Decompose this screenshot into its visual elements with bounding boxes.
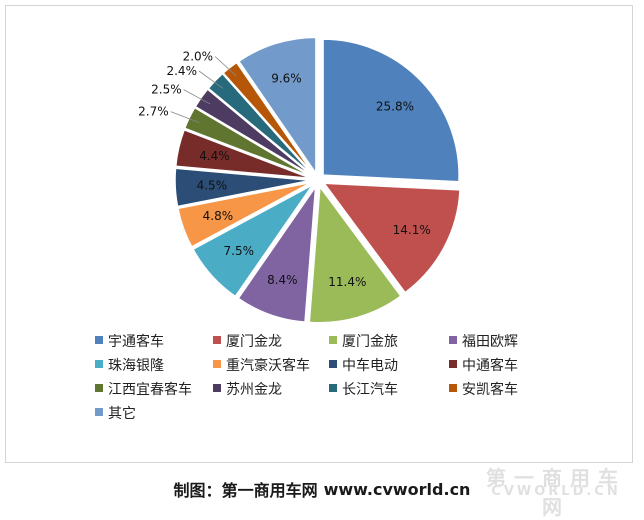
legend-label-13: 其它 <box>108 405 136 422</box>
legend-swatch-7 <box>329 360 337 368</box>
pie-slice-12 <box>222 61 315 175</box>
caption-site: 第一商用车网 <box>221 481 318 500</box>
slice-label-6: 4.8% <box>203 209 234 223</box>
legend-label-1: 宇通客车 <box>108 333 164 350</box>
caption-prefix: 制图： <box>173 481 222 500</box>
legend-swatch-2 <box>213 336 221 344</box>
leader-line-10 <box>183 89 211 105</box>
legend-label-3: 厦门金旅 <box>342 334 398 350</box>
legend-swatch-3 <box>329 336 337 344</box>
pie-slice-2 <box>322 182 461 294</box>
pie-slice-13 <box>237 36 317 176</box>
pie-chart: 25.8% 14.1% 11.4% 8.4% 7.5% 4.8% 4.5% 4.4% 2.7% 2… <box>95 36 518 422</box>
legend-label-7: 中车电动 <box>342 357 398 374</box>
source-caption: 制图： 第一商用车网 www.cvworld.cn <box>0 476 644 502</box>
legend-label-5: 珠海银隆 <box>108 358 164 374</box>
slice-label-3: 11.4% <box>328 275 366 289</box>
slice-label-5: 7.5% <box>224 244 255 258</box>
legend-swatch-6 <box>213 360 221 368</box>
slice-label-13: 9.6% <box>271 72 302 86</box>
legend-swatch-10 <box>213 384 221 392</box>
legend-swatch-13 <box>95 408 103 416</box>
slice-label-4: 8.4% <box>267 273 298 287</box>
pie-slice-6 <box>177 181 312 248</box>
legend-label-4: 福田欧辉 <box>462 334 518 350</box>
slice-label-2: 14.1% <box>393 223 431 237</box>
legend-swatch-1 <box>95 336 103 344</box>
legend-swatch-11 <box>329 384 337 392</box>
pie-slice-4 <box>237 183 317 323</box>
pie-slice-10 <box>194 88 313 177</box>
slice-label-1: 25.8% <box>376 100 414 114</box>
legend-label-6: 重汽豪沃客车 <box>226 357 310 374</box>
slice-labels: 25.8% 14.1% 11.4% 8.4% 7.5% 4.8% 4.5% 4.4% 2.7% 2… <box>138 49 431 289</box>
slice-label-11: 2.4% <box>166 64 197 78</box>
leader-line-9 <box>170 111 200 123</box>
legend-label-12: 安凯客车 <box>462 381 518 398</box>
legend-swatch-5 <box>95 360 103 368</box>
slice-label-8: 4.4% <box>199 149 230 163</box>
pie-slice-3 <box>308 184 402 324</box>
leader-line-11 <box>198 70 224 89</box>
pie-slice-11 <box>207 72 314 176</box>
slice-label-7: 4.5% <box>197 179 228 193</box>
pie-slice-8 <box>174 128 312 180</box>
legend-label-8: 中通客车 <box>462 357 518 374</box>
leader-line-12 <box>214 56 237 77</box>
legend-label-11: 长江汽车 <box>342 381 398 398</box>
legend-label-10: 苏州金龙 <box>226 382 282 398</box>
legend-swatch-12 <box>449 384 457 392</box>
legend-swatch-8 <box>449 360 457 368</box>
slice-label-9: 2.7% <box>138 105 169 119</box>
caption-url[interactable]: www.cvworld.cn <box>323 479 471 499</box>
pie-slice-5 <box>192 184 314 298</box>
slice-label-10: 2.5% <box>151 83 182 97</box>
legend-label-2: 厦门金龙 <box>226 334 282 350</box>
pie-slice-9 <box>183 106 313 178</box>
legend-swatch-9 <box>95 384 103 392</box>
legend-label-9: 江西宜春客车 <box>108 381 192 398</box>
slice-label-12: 2.0% <box>183 49 214 63</box>
pie-slice-7 <box>174 167 312 208</box>
pie-slices <box>174 36 461 324</box>
legend-swatch-4 <box>449 336 457 344</box>
pie-slice-1 <box>322 38 460 183</box>
